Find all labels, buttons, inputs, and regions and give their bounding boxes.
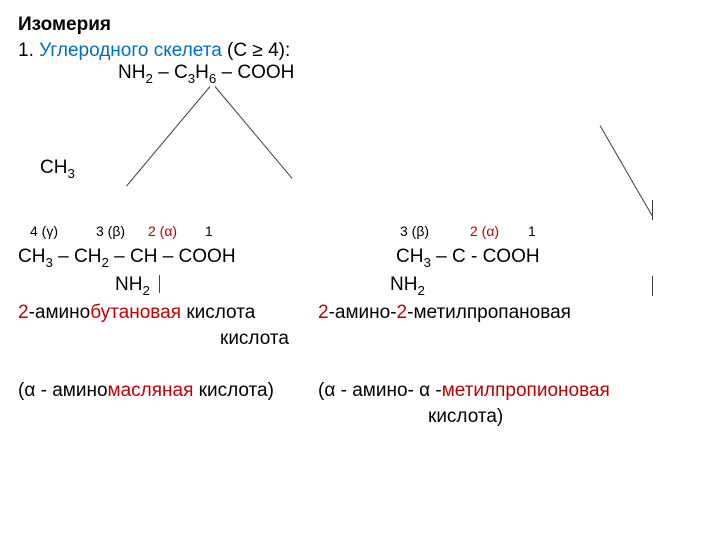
branch-line-right [215, 86, 293, 179]
ra-amino: амино- [352, 380, 419, 401]
ln-acid: кислота [181, 302, 255, 323]
la-amino: амино [52, 380, 107, 401]
right-nh2-sub: 2 [417, 283, 424, 298]
right-pos-3: 3 (β) [400, 222, 429, 241]
right-name-acid: кислота [220, 326, 289, 352]
right-nh2: NH2 [390, 272, 425, 300]
gf-h: H [195, 62, 209, 83]
rf-d1: – C - COOH [431, 246, 540, 267]
ln-2: 2 [18, 302, 29, 323]
la-oily: масляная [108, 380, 194, 401]
left-pos-4: 4 (γ) [30, 222, 58, 241]
la-open: (α - [18, 380, 52, 401]
left-vert-bond [159, 275, 160, 293]
branch-ch3-c: CH [40, 157, 67, 178]
intro-num: 1. [18, 40, 39, 61]
intro-condition: (C ≥ 4): [222, 40, 291, 61]
rn-2b: 2 [397, 302, 408, 323]
la-close: кислота) [193, 380, 274, 401]
rf-3: 3 [423, 255, 430, 270]
right-vert-bot [652, 276, 653, 296]
rn-methyl: -метилпропановая [407, 302, 571, 323]
lf-d2: – CH – COOH [109, 246, 236, 267]
left-nh2-pre: NH [115, 274, 142, 295]
branch-ch3: CH3 [40, 155, 75, 183]
gf-d1: – C [153, 62, 188, 83]
right-alt-line1: (α - амино- α -метилпропионовая [318, 378, 610, 404]
gf-nh: NH [118, 62, 145, 83]
ln-butan: бутановая [90, 302, 181, 323]
gf-c3: 3 [188, 71, 195, 86]
lf-2: 2 [101, 255, 108, 270]
left-formula: CH3 – CH2 – CH – COOH [18, 244, 236, 272]
left-nh2: NH2 [115, 272, 150, 300]
ra-methylprop: метилпропионовая [442, 380, 610, 401]
right-formula: CH3 – C - COOH [396, 244, 540, 272]
left-pos-2: 2 (α) [148, 222, 177, 241]
right-pos-2: 2 (α) [470, 222, 499, 241]
left-pos-1: 1 [205, 222, 213, 241]
slide-root: Изомерия 1. Углеродного скелета (C ≥ 4):… [0, 0, 720, 540]
gf-d2: – COOH [216, 62, 294, 83]
right-alt-line2: кислота) [428, 404, 503, 430]
branch-ch3-sub: 3 [67, 166, 74, 181]
general-formula: NH2 – C3H6 – COOH [118, 60, 294, 88]
left-pos-3: 3 (β) [96, 222, 125, 241]
rn-amino: -амино- [329, 302, 397, 323]
rf-ch: CH [396, 246, 423, 267]
lf-d1: – CH [53, 246, 102, 267]
left-name: 2-аминобутановая кислота [18, 300, 255, 326]
right-name: 2-амино-2-метилпропановая [318, 300, 571, 326]
ln-amino: -амино [29, 302, 91, 323]
ra-alpha: α - [419, 380, 442, 401]
page-title: Изомерия [18, 12, 702, 38]
ra-open: (α - [318, 380, 352, 401]
rn-2a: 2 [318, 302, 329, 323]
left-alt: (α - аминомасляная кислота) [18, 378, 274, 404]
gf-nh-sub: 2 [145, 71, 152, 86]
lf-3: 3 [45, 255, 52, 270]
right-vert-top [652, 200, 653, 220]
right-pos-1: 1 [528, 222, 536, 241]
branch-line-left [126, 86, 210, 186]
right-nh2-pre: NH [390, 274, 417, 295]
lf-ch: CH [18, 246, 45, 267]
left-nh2-sub: 2 [142, 283, 149, 298]
intro-topic: Углеродного скелета [39, 40, 222, 61]
far-right-line [600, 125, 653, 216]
